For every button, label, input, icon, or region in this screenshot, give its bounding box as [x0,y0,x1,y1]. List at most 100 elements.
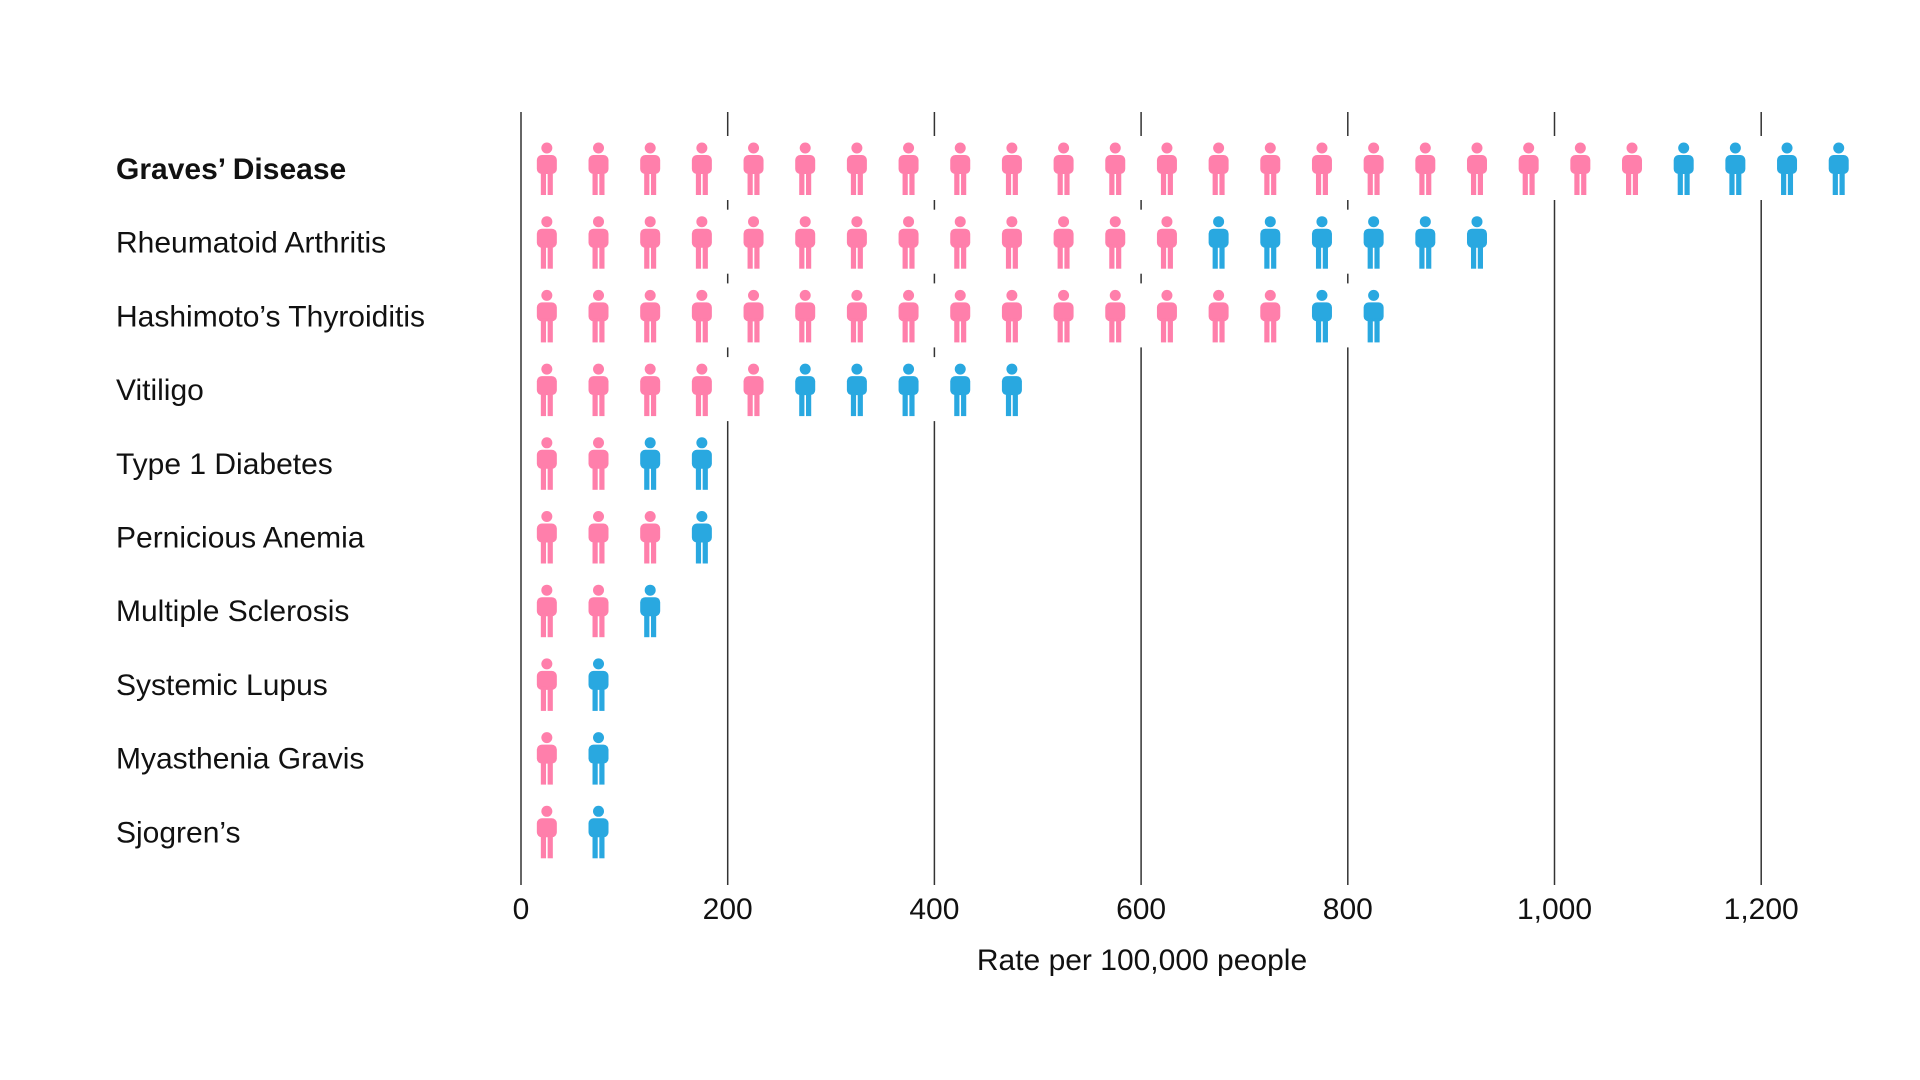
person-icon-pink [743,289,764,343]
category-label: Vitiligo [116,374,204,407]
category-label: Graves’ Disease [116,153,346,186]
category-label: Type 1 Diabetes [116,448,333,481]
person-icon-pink [588,437,609,490]
person-icon-pink [588,363,609,417]
person-icon-blue [1001,363,1022,417]
person-icon-blue [1363,216,1384,269]
person-icon-pink [588,584,609,638]
person-icon-pink [1622,142,1643,195]
person-icon-pink [846,289,867,343]
person-icons [525,136,1861,864]
x-tick-label: 400 [909,893,959,926]
person-icon-blue [1466,216,1487,269]
person-icon-blue [1260,216,1281,269]
x-tick-label: 1,000 [1517,893,1592,926]
person-icon-pink [1466,142,1487,195]
category-label: Rheumatoid Arthritis [116,227,386,260]
person-icon-pink [1156,216,1177,269]
person-icon-blue [640,437,661,490]
person-icon-pink [795,289,816,343]
person-icon-blue [795,363,816,417]
row-band [525,430,724,495]
row-band [525,357,1034,422]
person-icon-pink [1105,142,1126,195]
person-icon-pink [846,216,867,269]
person-icon-pink [691,363,712,417]
person-icon-pink [1363,142,1384,195]
person-icon-pink [898,289,919,343]
person-icon-pink [795,142,816,195]
person-icon-pink [536,584,557,638]
person-icon-pink [743,216,764,269]
x-tick-label: 0 [513,893,530,926]
person-icon-blue [1725,142,1746,195]
person-icon-pink [1156,142,1177,195]
person-icon-blue [1311,216,1332,269]
category-label: Systemic Lupus [116,669,328,702]
category-labels: Graves’ Disease Rheumatoid Arthritis Hashi… [116,153,425,849]
person-icon-pink [1053,289,1074,343]
person-icon-pink [1311,142,1332,195]
person-icon-pink [1001,216,1022,269]
person-icon-pink [640,511,661,564]
person-icon-blue [1208,216,1229,269]
person-icon-pink [950,216,971,269]
person-icon-pink [1001,289,1022,343]
person-icon-pink [950,142,971,195]
person-icon-blue [1673,142,1694,195]
person-icon-pink [588,511,609,564]
person-icon-pink [1053,142,1074,195]
person-icon-pink [588,216,609,269]
person-icon-blue [1777,142,1798,195]
row-band [525,504,724,569]
person-icon-pink [536,289,557,343]
person-icon-pink [1208,289,1229,343]
x-tick-label: 800 [1323,893,1373,926]
x-tick-label: 200 [703,893,753,926]
person-icon-pink [536,658,557,711]
person-icon-blue [846,363,867,417]
person-icon-pink [1053,216,1074,269]
person-icon-pink [536,142,557,195]
person-icon-blue [1415,216,1436,269]
person-icon-pink [536,511,557,564]
person-icon-blue [1363,289,1384,343]
person-icon-pink [640,363,661,417]
person-icon-pink [536,732,557,785]
person-icon-pink [1415,142,1436,195]
person-icon-pink [743,142,764,195]
person-icon-pink [640,289,661,343]
person-icon-pink [1570,142,1591,195]
person-icon-pink [1260,289,1281,343]
person-icon-pink [743,363,764,417]
person-icon-blue [691,437,712,490]
person-icon-pink [795,216,816,269]
person-icon-blue [691,511,712,564]
person-icon-pink [691,216,712,269]
person-icon-pink [950,289,971,343]
person-icon-pink [846,142,867,195]
person-icon-pink [1518,142,1539,195]
person-icon-pink [691,289,712,343]
category-label: Myasthenia Gravis [116,743,364,776]
person-icon-pink [1156,289,1177,343]
person-icon-pink [588,289,609,343]
person-icon-pink [691,142,712,195]
person-icon-blue [588,658,609,711]
person-icon-blue [1828,142,1849,195]
category-label: Sjogren’s [116,816,241,849]
x-tick-label: 600 [1116,893,1166,926]
person-icon-blue [950,363,971,417]
person-icon-pink [898,142,919,195]
person-icon-pink [1001,142,1022,195]
row-band [525,136,1861,200]
person-icon-pink [536,805,557,859]
x-axis-title: Rate per 100,000 people [977,944,1307,977]
person-icon-pink [640,142,661,195]
person-icon-pink [1105,289,1126,343]
person-icon-blue [640,584,661,638]
person-icon-pink [1208,142,1229,195]
person-icon-pink [588,142,609,195]
